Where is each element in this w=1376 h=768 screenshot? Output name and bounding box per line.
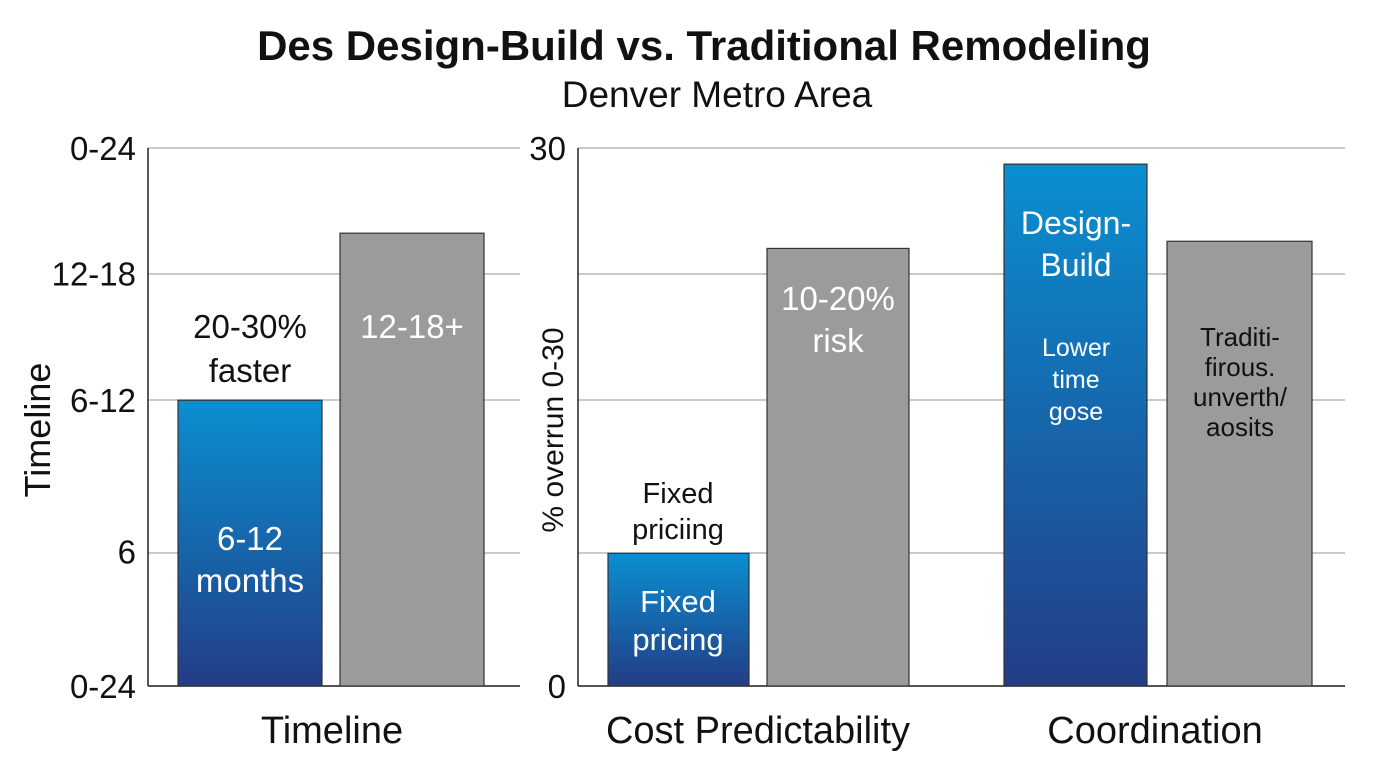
bar-traditional [1166, 240, 1313, 687]
bar-inner-sublabel: Lower [1042, 334, 1110, 362]
bar-traditional [766, 247, 910, 687]
bar-inner-label: 12-18+ [360, 308, 464, 345]
bar-top-label: faster [209, 352, 292, 389]
bar-inner-label: 10-20% [781, 280, 895, 317]
y-tick-label: 0-24 [70, 668, 136, 705]
chart-title: Des Design-Build vs. Traditional Remodel… [257, 22, 1151, 69]
bar-top-label: priciing [632, 514, 724, 546]
bar-inner-label: Design- [1021, 205, 1131, 241]
bar-inner-sublabel: gose [1049, 398, 1103, 426]
y-tick-label: 0-24 [70, 130, 136, 167]
bar-top-label: Fixed [643, 478, 714, 510]
y-tick-label: 6 [118, 534, 136, 571]
bar-inner-label: pricing [632, 622, 723, 657]
bar-inner-label: Build [1040, 247, 1111, 283]
bar-inner-label: Fixed [640, 584, 716, 619]
y-axis-label: Timeline [17, 363, 58, 498]
x-category-label: Cost Predictability [606, 710, 910, 752]
y-tick-label: 12-18 [52, 256, 136, 293]
bar-inner-label: 6-12 [217, 520, 283, 557]
bar-inner-label: months [196, 562, 304, 599]
bar-traditional [339, 232, 485, 687]
y-tick-label: 6-12 [70, 382, 136, 419]
bar-inner-label: unverth/ [1193, 382, 1288, 412]
bar-design-build [1003, 163, 1148, 687]
bar-inner-label: firous. [1205, 352, 1276, 382]
bar-design-build [607, 552, 750, 687]
x-category-label: Timeline [261, 710, 403, 752]
x-category-label: Coordination [1047, 710, 1262, 752]
bar-inner-label: aosits [1206, 412, 1274, 442]
y-tick-label: 0 [548, 668, 566, 705]
y-axis-label: % overrun 0-30 [537, 327, 570, 532]
bar-inner-label: risk [812, 322, 864, 359]
bar-inner-label: Traditi- [1200, 322, 1280, 352]
bar-top-label: 20-30% [193, 308, 307, 345]
bar-design-build [177, 399, 323, 687]
y-tick-label: 30 [529, 130, 566, 167]
chart-subtitle: Denver Metro Area [562, 74, 873, 115]
bar-inner-sublabel: time [1052, 366, 1099, 394]
